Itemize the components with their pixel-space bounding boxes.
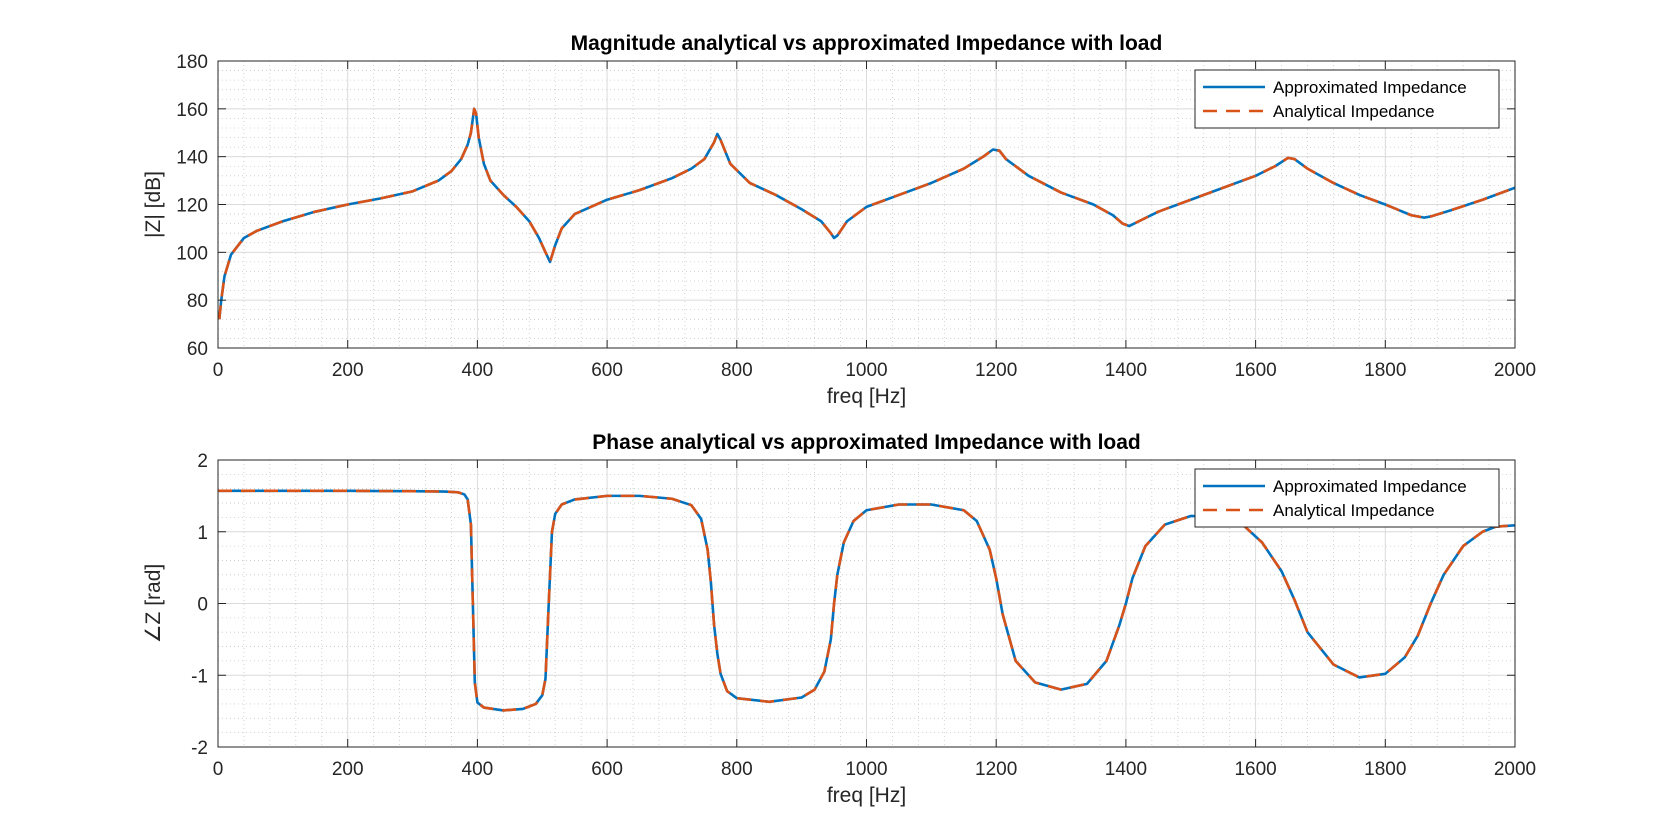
phase-x-tick-label: 1000 — [845, 759, 887, 780]
phase-plot: 0 200 400 600 800 1000 1200 1400 1600 1800 2000 -2 -… — [142, 431, 1536, 807]
phase-title: Phase analytical vs approximated Impedan… — [592, 431, 1141, 454]
magnitude-x-tick-label: 1200 — [975, 360, 1017, 381]
phase-x-tick-label: 1400 — [1105, 759, 1147, 780]
magnitude-y-tick-label: 180 — [176, 52, 208, 73]
phase-x-tick-label: 600 — [591, 759, 623, 780]
phase-y-tick-label: 2 — [197, 451, 208, 472]
phase-x-tick-label: 0 — [213, 759, 224, 780]
magnitude-y-tick-label: 120 — [176, 196, 208, 217]
magnitude-x-tick-label: 1000 — [845, 360, 887, 381]
phase-y-tick-label: 0 — [197, 595, 208, 616]
phase-x-tick-label: 1800 — [1364, 759, 1406, 780]
magnitude-x-tick-label: 0 — [213, 360, 224, 381]
phase-x-tick-label: 2000 — [1494, 759, 1536, 780]
magnitude-x-tick-label: 800 — [721, 360, 753, 381]
phase-legend: Approximated Impedance Analytical Impedan… — [1194, 468, 1500, 528]
magnitude-y-axis-label: |Z| [dB] — [142, 171, 165, 238]
phase-x-tick-label: 200 — [332, 759, 364, 780]
magnitude-legend-label-analytical: Analytical Impedance — [1273, 102, 1435, 121]
magnitude-x-tick-label: 200 — [332, 360, 364, 381]
magnitude-legend: Approximated Impedance Analytical Impedan… — [1194, 69, 1500, 129]
phase-x-axis-label: freq [Hz] — [827, 784, 906, 807]
phase-x-tick-label: 800 — [721, 759, 753, 780]
phase-y-tick-label: 1 — [197, 523, 208, 544]
phase-y-tick-label: -1 — [191, 666, 208, 687]
magnitude-legend-label-approximated: Approximated Impedance — [1273, 78, 1467, 97]
phase-series-analytical-line — [218, 489, 1515, 712]
magnitude-y-tick-label: 60 — [187, 339, 208, 360]
phase-x-tick-label: 1600 — [1234, 759, 1276, 780]
phase-x-tick-label: 400 — [462, 759, 494, 780]
phase-legend-box — [1194, 468, 1500, 528]
magnitude-y-tick-label: 100 — [176, 243, 208, 264]
magnitude-y-tick-label: 80 — [187, 291, 208, 312]
phase-legend-label-approximated: Approximated Impedance — [1273, 477, 1467, 496]
magnitude-series-analytical-line — [218, 107, 1515, 320]
magnitude-x-axis-label: freq [Hz] — [827, 385, 906, 408]
magnitude-legend-box — [1194, 69, 1500, 129]
magnitude-x-tick-label: 1600 — [1234, 360, 1276, 381]
magnitude-plot: 0 200 400 600 800 1000 1200 1400 1600 1800 2000 60 8… — [142, 32, 1536, 408]
phase-y-axis-label: ∠Z [rad] — [142, 564, 165, 644]
magnitude-x-tick-label: 600 — [591, 360, 623, 381]
phase-x-tick-label: 1200 — [975, 759, 1017, 780]
phase-legend-label-analytical: Analytical Impedance — [1273, 501, 1435, 520]
magnitude-y-tick-label: 160 — [176, 100, 208, 121]
magnitude-title: Magnitude analytical vs approximated Imp… — [571, 32, 1163, 55]
magnitude-x-tick-label: 1400 — [1105, 360, 1147, 381]
magnitude-x-tick-label: 400 — [462, 360, 494, 381]
magnitude-y-tick-label: 140 — [176, 148, 208, 169]
magnitude-x-tick-label: 1800 — [1364, 360, 1406, 381]
phase-y-tick-label: -2 — [191, 738, 208, 759]
magnitude-x-tick-label: 2000 — [1494, 360, 1536, 381]
